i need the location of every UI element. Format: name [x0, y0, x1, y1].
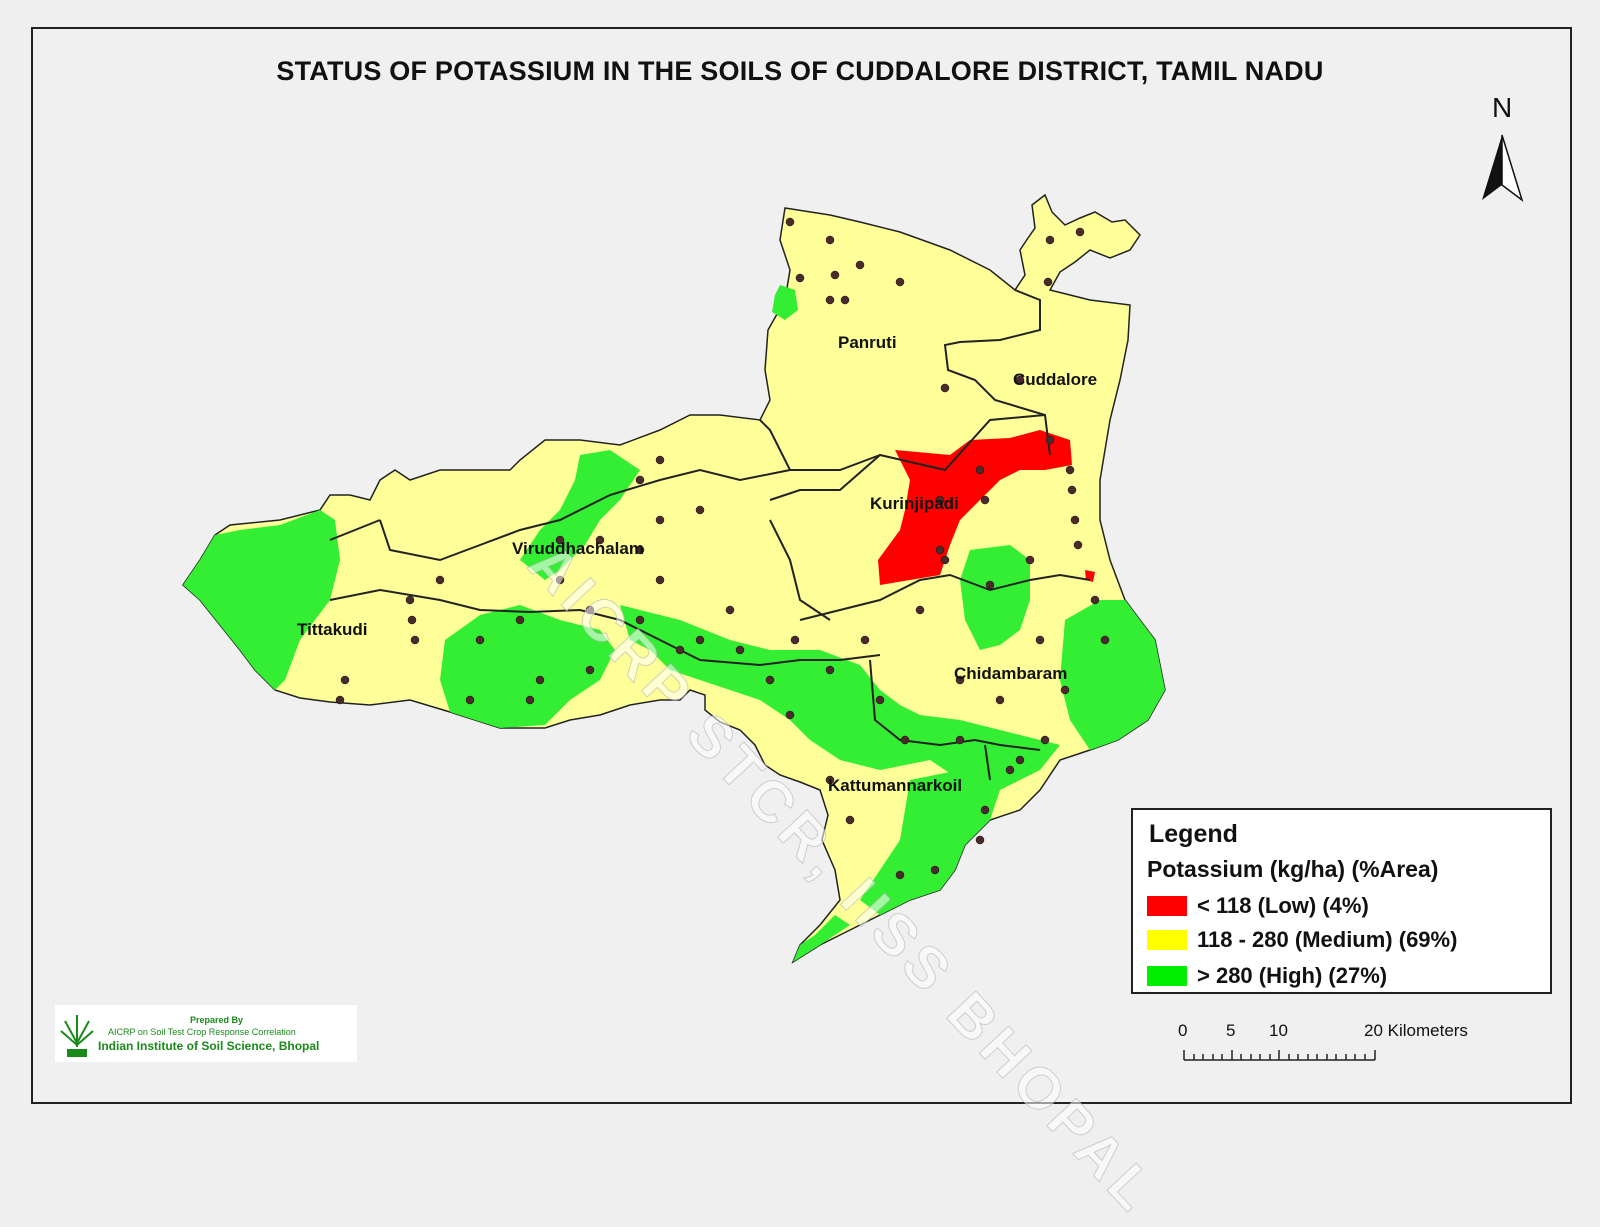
scale-tick-20: 20 Kilometers — [1364, 1021, 1468, 1040]
zone-low-kurinjipadi — [878, 430, 1072, 585]
zone-high-viruddhachalam-south — [440, 605, 615, 728]
zone-high-south-tip — [793, 915, 850, 962]
credit-project-name: AICRP on Soil Test Crop Response Correla… — [108, 1027, 296, 1037]
credit-institute: Indian Institute of Soil Science, Bhopal — [98, 1039, 320, 1053]
zone-high-coast — [1060, 600, 1165, 750]
scale-tick-0: 0 — [1178, 1021, 1188, 1040]
north-arrow-icon — [1482, 134, 1524, 202]
zone-high-chidambaram — [960, 545, 1030, 650]
north-label: N — [1492, 92, 1513, 123]
legend-title: Legend — [1149, 820, 1238, 848]
district-label-tittakudi: Tittakudi — [297, 620, 368, 639]
legend-swatch-low — [1147, 896, 1187, 916]
legend-item-low: < 118 (Low) (4%) — [1147, 893, 1369, 918]
legend-label-high: > 280 (High) (27%) — [1197, 963, 1388, 988]
legend-item-medium: 118 - 280 (Medium) (69%) — [1147, 927, 1458, 952]
district-base-medium — [182, 193, 1166, 964]
legend-swatch-high — [1147, 966, 1187, 986]
legend-subtitle: Potassium (kg/ha) (%Area) — [1147, 856, 1439, 882]
map-title: STATUS OF POTASSIUM IN THE SOILS OF CUDD… — [276, 56, 1324, 86]
legend-box: Legend Potassium (kg/ha) (%Area) < 118 (… — [1131, 808, 1552, 994]
district-label-viruddhachalam: Viruddhachalam — [512, 539, 644, 558]
district-map — [182, 134, 1524, 1061]
legend-label-medium: 118 - 280 (Medium) (69%) — [1197, 927, 1458, 952]
scale-bar — [1183, 1050, 1376, 1061]
district-label-cuddalore: Cuddalore — [1013, 370, 1098, 389]
legend-item-high: > 280 (High) (27%) — [1147, 963, 1388, 988]
district-label-kurinjipadi: Kurinjipadi — [870, 494, 959, 513]
legend-label-low: < 118 (Low) (4%) — [1197, 893, 1369, 918]
scale-tick-10: 10 — [1269, 1021, 1288, 1040]
district-label-chidambaram: Chidambaram — [954, 664, 1068, 683]
zone-high-tittakudi — [183, 510, 340, 690]
icar-logo-icon — [60, 1015, 94, 1057]
credit-box: Prepared By AICRP on Soil Test Crop Resp… — [55, 1005, 357, 1062]
legend-swatch-medium — [1147, 930, 1187, 950]
district-label-panruti: Panruti — [838, 333, 897, 352]
sample-points — [335, 217, 1110, 880]
zone-high-kattumannarkoil — [860, 770, 1000, 915]
district-boundaries — [329, 289, 1091, 781]
scale-tick-5: 5 — [1226, 1021, 1236, 1040]
zone-high-panruti — [772, 285, 798, 320]
zone-high-viruddhachalam-north — [520, 450, 640, 580]
credit-prepared-by: Prepared By — [190, 1015, 244, 1025]
district-label-kattumannarkoil: Kattumannarkoil — [828, 776, 963, 795]
